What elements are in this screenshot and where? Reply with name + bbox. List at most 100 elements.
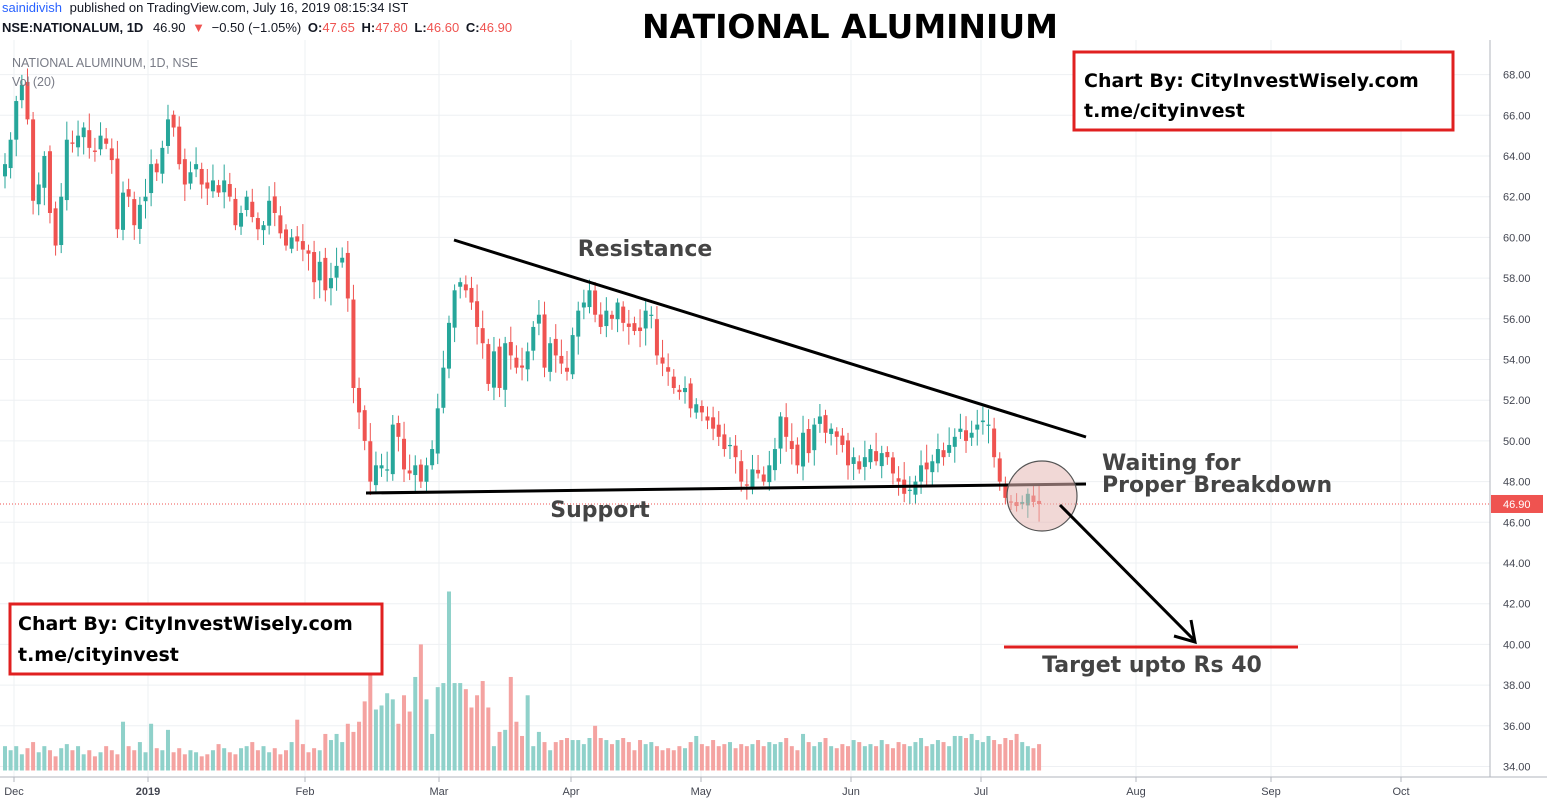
volume-bar: [890, 748, 895, 771]
volume-bar: [222, 748, 227, 771]
candle-body: [503, 343, 508, 390]
volume-bar: [424, 699, 429, 771]
chart-title: NATIONAL ALUMINIUM: [642, 7, 1058, 46]
candlesticks: [3, 68, 1042, 522]
resistance-line: [453, 238, 1087, 439]
volume-bar: [1031, 748, 1036, 771]
volume-bar: [772, 744, 777, 771]
candle-body: [194, 164, 199, 170]
candle-body: [784, 417, 789, 437]
candle-body: [890, 457, 895, 474]
volume-bar: [727, 742, 732, 771]
volume-bar: [688, 742, 693, 771]
x-tick-label: Aug: [1126, 786, 1146, 798]
candle-body: [379, 465, 384, 469]
support-line: [365, 482, 1087, 495]
volume-bar: [165, 729, 170, 771]
close-label: C:: [466, 20, 480, 35]
candle-body: [8, 139, 13, 169]
volume-bar: [278, 754, 283, 771]
candle-body: [846, 440, 850, 466]
legend-volume[interactable]: Vol (20): [12, 75, 55, 89]
volume-bar: [233, 754, 238, 771]
time-axis: Dec 2019 Feb Mar Apr May Jun Jul Aug Sep Oct: [4, 777, 1410, 798]
candle-body: [609, 314, 614, 319]
volume-bar: [958, 735, 963, 771]
close-value: 46.90: [480, 20, 513, 35]
candle-body: [964, 430, 969, 441]
candle-body: [491, 351, 496, 388]
candle-body: [486, 344, 491, 384]
last-price-marker: 46.90: [0, 494, 1543, 513]
candle-body: [76, 135, 81, 148]
candle-body: [795, 444, 800, 466]
volume-bar: [351, 731, 356, 771]
volume-bar: [565, 738, 569, 771]
candle-body: [323, 257, 328, 291]
candle-body: [896, 478, 901, 482]
volume-bar: [109, 750, 114, 771]
volume-bar: [520, 735, 525, 771]
volume-bar: [980, 742, 985, 771]
candle-body: [81, 127, 86, 138]
candle-body: [559, 355, 564, 364]
volume-bar: [817, 742, 822, 771]
arrow-head-icon: [1173, 619, 1197, 645]
volume-bar: [508, 676, 513, 771]
volume-bar: [621, 738, 626, 771]
volume-bar: [1014, 733, 1019, 771]
candle-body: [446, 322, 451, 369]
y-tick-label: 64.00: [1503, 151, 1531, 163]
candle-body: [952, 436, 957, 447]
volume-bar: [143, 752, 148, 771]
volume-bar: [969, 733, 974, 771]
volume-bar: [784, 738, 789, 771]
volume-bar: [553, 742, 558, 771]
low-value: 46.60: [427, 20, 460, 35]
candle-body: [385, 469, 390, 471]
high-value: 47.80: [375, 20, 408, 35]
volume-bar: [160, 750, 165, 771]
legend-series-name[interactable]: NATIONAL ALUMINUM, 1D, NSE: [12, 56, 198, 70]
last-price-tag-label: 46.90: [1503, 499, 1531, 511]
candle-body: [750, 469, 755, 489]
candle-body: [469, 287, 474, 303]
ohlc-line: NSE:NATIONALUM, 1D 46.90 ▼ −0.50 (−1.05%…: [2, 20, 512, 35]
y-tick-label: 46.00: [1503, 517, 1531, 529]
volume-bar: [801, 733, 806, 771]
volume-bar: [227, 752, 232, 771]
volume-bar: [941, 742, 946, 771]
volume-bar: [531, 746, 536, 771]
watermark-top-line2: t.me/cityinvest: [1084, 100, 1245, 122]
grid-lines: [0, 40, 1490, 777]
volume-bar: [846, 746, 850, 771]
candle-body: [840, 435, 845, 445]
candle-body: [480, 328, 485, 344]
waiting-label-line2: Proper Breakdown: [1102, 473, 1332, 498]
candle-body: [278, 215, 283, 234]
candle-body: [722, 434, 727, 450]
resistance-label: Resistance: [578, 237, 713, 262]
volume-bar: [761, 746, 766, 771]
candle-body: [817, 416, 822, 424]
low-label: L:: [414, 20, 426, 35]
volume-bar: [868, 744, 873, 771]
breakdown-circle: [1006, 460, 1078, 532]
volume-bar: [626, 742, 631, 771]
target-arrow: [1058, 503, 1196, 642]
volume-bar: [857, 742, 862, 771]
candle-body: [615, 302, 620, 320]
candle-body: [244, 196, 249, 211]
candle-body: [222, 180, 227, 193]
y-tick-label: 58.00: [1503, 273, 1531, 285]
volume-bar: [879, 740, 884, 771]
candle-body: [227, 184, 232, 197]
volume-bar: [559, 740, 564, 771]
candle-body: [272, 196, 277, 213]
volume-bar: [458, 683, 463, 771]
volume-bar: [744, 746, 749, 771]
last-price: 46.90: [153, 20, 186, 35]
candle-body: [997, 458, 1002, 482]
waiting-label-line1: Waiting for: [1102, 451, 1241, 476]
volume-bar: [323, 733, 328, 771]
